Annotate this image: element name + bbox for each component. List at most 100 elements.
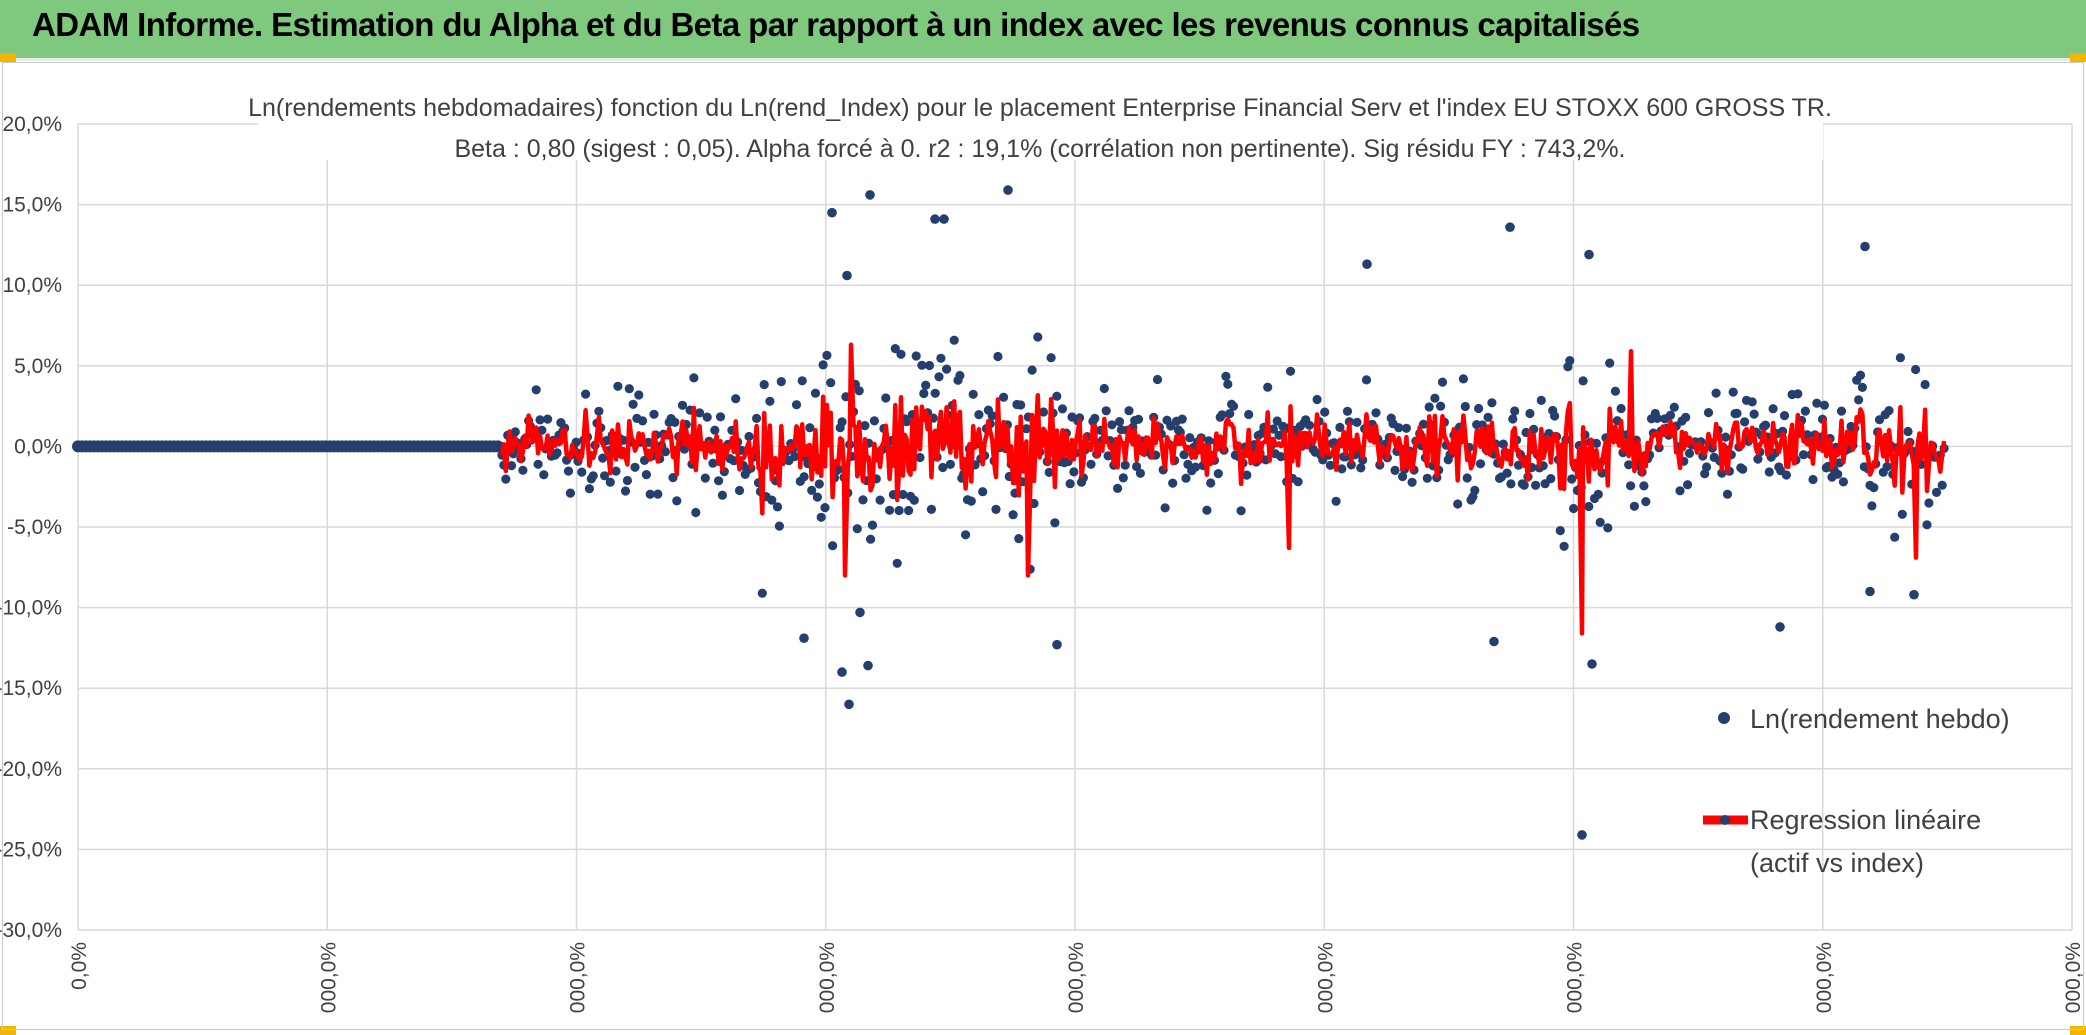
data-point — [1895, 353, 1905, 363]
data-point — [1460, 401, 1470, 412]
data-point — [630, 462, 640, 472]
data-point — [772, 502, 783, 512]
data-point — [974, 410, 984, 420]
data-point — [1728, 387, 1738, 397]
data-point — [1341, 452, 1351, 462]
data-point — [717, 490, 728, 500]
data-point — [1747, 397, 1757, 407]
data-point — [1274, 430, 1284, 440]
data-point — [677, 400, 688, 410]
y-tick-label: -25,0% — [0, 838, 62, 861]
series-regression-line — [499, 342, 1947, 636]
data-point — [1616, 403, 1626, 414]
data-point — [854, 386, 864, 396]
data-point — [1833, 469, 1843, 479]
data-point — [1027, 365, 1037, 375]
data-point — [936, 353, 946, 363]
data-point — [1325, 460, 1335, 470]
data-point — [1808, 474, 1818, 485]
data-point — [1505, 222, 1515, 232]
data-point — [1587, 659, 1597, 669]
data-point — [506, 461, 517, 471]
x-axis-tick-labels: 0,0% 000,0% 000,0% 000,0% 000,0% 000,0% 000,0%… — [68, 942, 2085, 1013]
data-point — [1639, 481, 1649, 491]
data-point — [689, 373, 699, 383]
data-point — [1217, 410, 1227, 420]
data-point — [622, 475, 633, 486]
data-point — [791, 400, 802, 410]
data-point — [611, 466, 621, 476]
data-point — [1225, 409, 1235, 419]
data-point — [1228, 401, 1239, 411]
data-point — [1221, 371, 1231, 381]
data-point — [799, 633, 809, 643]
data-point — [1312, 394, 1322, 405]
data-point — [1703, 408, 1714, 418]
data-point — [837, 667, 847, 677]
data-point — [518, 465, 528, 475]
data-point — [501, 474, 511, 484]
data-point — [807, 485, 817, 495]
data-point — [1135, 468, 1145, 478]
data-point — [961, 530, 971, 540]
data-point — [1016, 400, 1026, 410]
data-point — [1610, 386, 1620, 396]
data-point — [1483, 412, 1493, 422]
data-point — [1510, 406, 1520, 416]
data-point — [535, 415, 545, 425]
data-point — [670, 417, 680, 427]
data-point — [653, 489, 663, 499]
data-point — [926, 504, 937, 514]
data-point — [1152, 374, 1163, 385]
data-point — [552, 448, 562, 458]
data-point — [1361, 375, 1372, 385]
data-point — [620, 486, 631, 496]
data-point — [710, 425, 720, 435]
data-point — [1118, 473, 1128, 483]
data-point — [1057, 404, 1068, 414]
data-point — [991, 504, 1001, 514]
data-point — [1869, 483, 1879, 493]
data-point — [909, 495, 919, 505]
data-point — [638, 416, 648, 426]
data-point — [752, 413, 762, 423]
data-point — [938, 462, 948, 473]
data-point — [1753, 454, 1763, 464]
data-point — [894, 505, 904, 516]
data-point — [1113, 483, 1123, 493]
data-point — [543, 414, 553, 424]
data-point — [1546, 474, 1556, 484]
data-point — [1779, 411, 1790, 421]
data-point — [826, 378, 836, 388]
data-point — [890, 344, 900, 354]
data-point — [1550, 411, 1560, 421]
data-point — [902, 417, 912, 427]
data-point — [1749, 409, 1759, 419]
data-point — [565, 488, 576, 498]
data-point — [896, 349, 906, 359]
data-point — [1276, 452, 1286, 462]
data-point — [799, 472, 809, 482]
data-point — [820, 503, 830, 513]
data-point — [1052, 639, 1062, 650]
chart-title-line1: Ln(rendements hebdomadaires) fonction du… — [248, 94, 1832, 122]
data-point — [942, 364, 952, 374]
data-point — [1665, 410, 1676, 420]
y-tick-label: -5,0% — [7, 516, 62, 539]
data-point — [1474, 403, 1484, 414]
data-point — [1331, 496, 1341, 506]
data-point — [1320, 407, 1330, 417]
data-point — [1732, 408, 1742, 418]
data-point — [1865, 586, 1875, 597]
data-point — [999, 392, 1009, 402]
data-point — [1114, 417, 1125, 427]
data-point — [1922, 520, 1932, 530]
data-point — [645, 489, 655, 499]
data-point — [842, 270, 852, 281]
data-point — [1740, 417, 1750, 427]
legend-label-ln-rendement: Ln(rendement hebdo) — [1750, 704, 2010, 734]
data-point — [1223, 379, 1233, 389]
data-point — [715, 412, 726, 422]
data-point — [869, 416, 880, 426]
data-point — [966, 496, 976, 506]
